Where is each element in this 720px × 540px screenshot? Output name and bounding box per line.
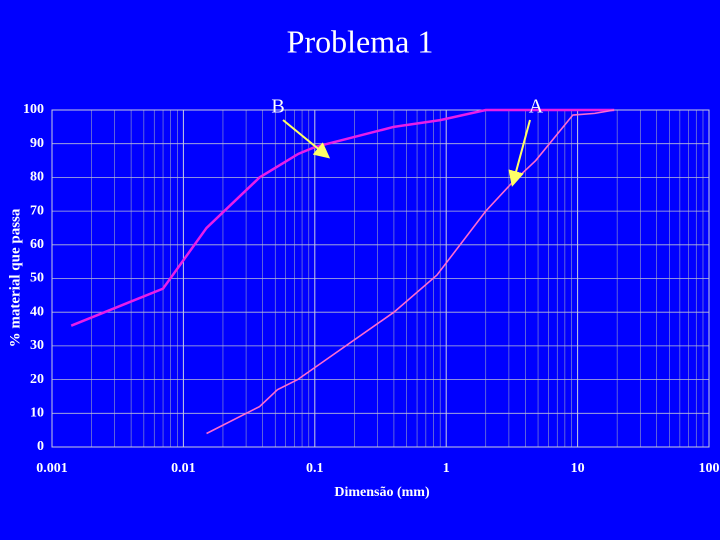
plot-frame (51, 109, 710, 448)
x-tick-label: 0.01 (171, 461, 196, 476)
y-tick-label: 40 (30, 304, 44, 319)
x-axis-label: Dimensão (mm) (334, 485, 430, 500)
y-tick-label: 60 (30, 237, 44, 252)
y-tick-label: 30 (30, 338, 44, 353)
plot-area: 0 10 20 30 40 50 60 70 80 90 100 0.001 0.01 0.1 1 10 100 (23, 102, 720, 476)
chart-title: Problema 1 (287, 23, 434, 59)
y-tick-label: 80 (30, 170, 44, 185)
y-tick-label: 100 (23, 102, 44, 117)
annotation-label: A (529, 96, 544, 118)
y-tick-label: 50 (30, 271, 44, 286)
x-tick-label: 0.001 (36, 461, 68, 476)
series-line (206, 109, 615, 435)
y-tick-label: 20 (30, 372, 44, 387)
annotation-label: B (271, 96, 284, 118)
x-tick-label: 10 (571, 461, 585, 476)
x-tick-label: 0.1 (306, 461, 324, 476)
y-tick-label: 70 (30, 203, 44, 218)
x-tick-label: 100 (699, 461, 720, 476)
annotation-arrow (508, 119, 531, 187)
x-tick-label: 1 (443, 461, 450, 476)
y-tick-label: 0 (37, 439, 44, 454)
annotation-arrow (282, 119, 331, 159)
series-line (70, 108, 615, 327)
y-axis-label: % material que passa (7, 208, 23, 347)
y-tick-label: 10 (30, 406, 44, 421)
y-tick-label: 90 (30, 136, 44, 151)
